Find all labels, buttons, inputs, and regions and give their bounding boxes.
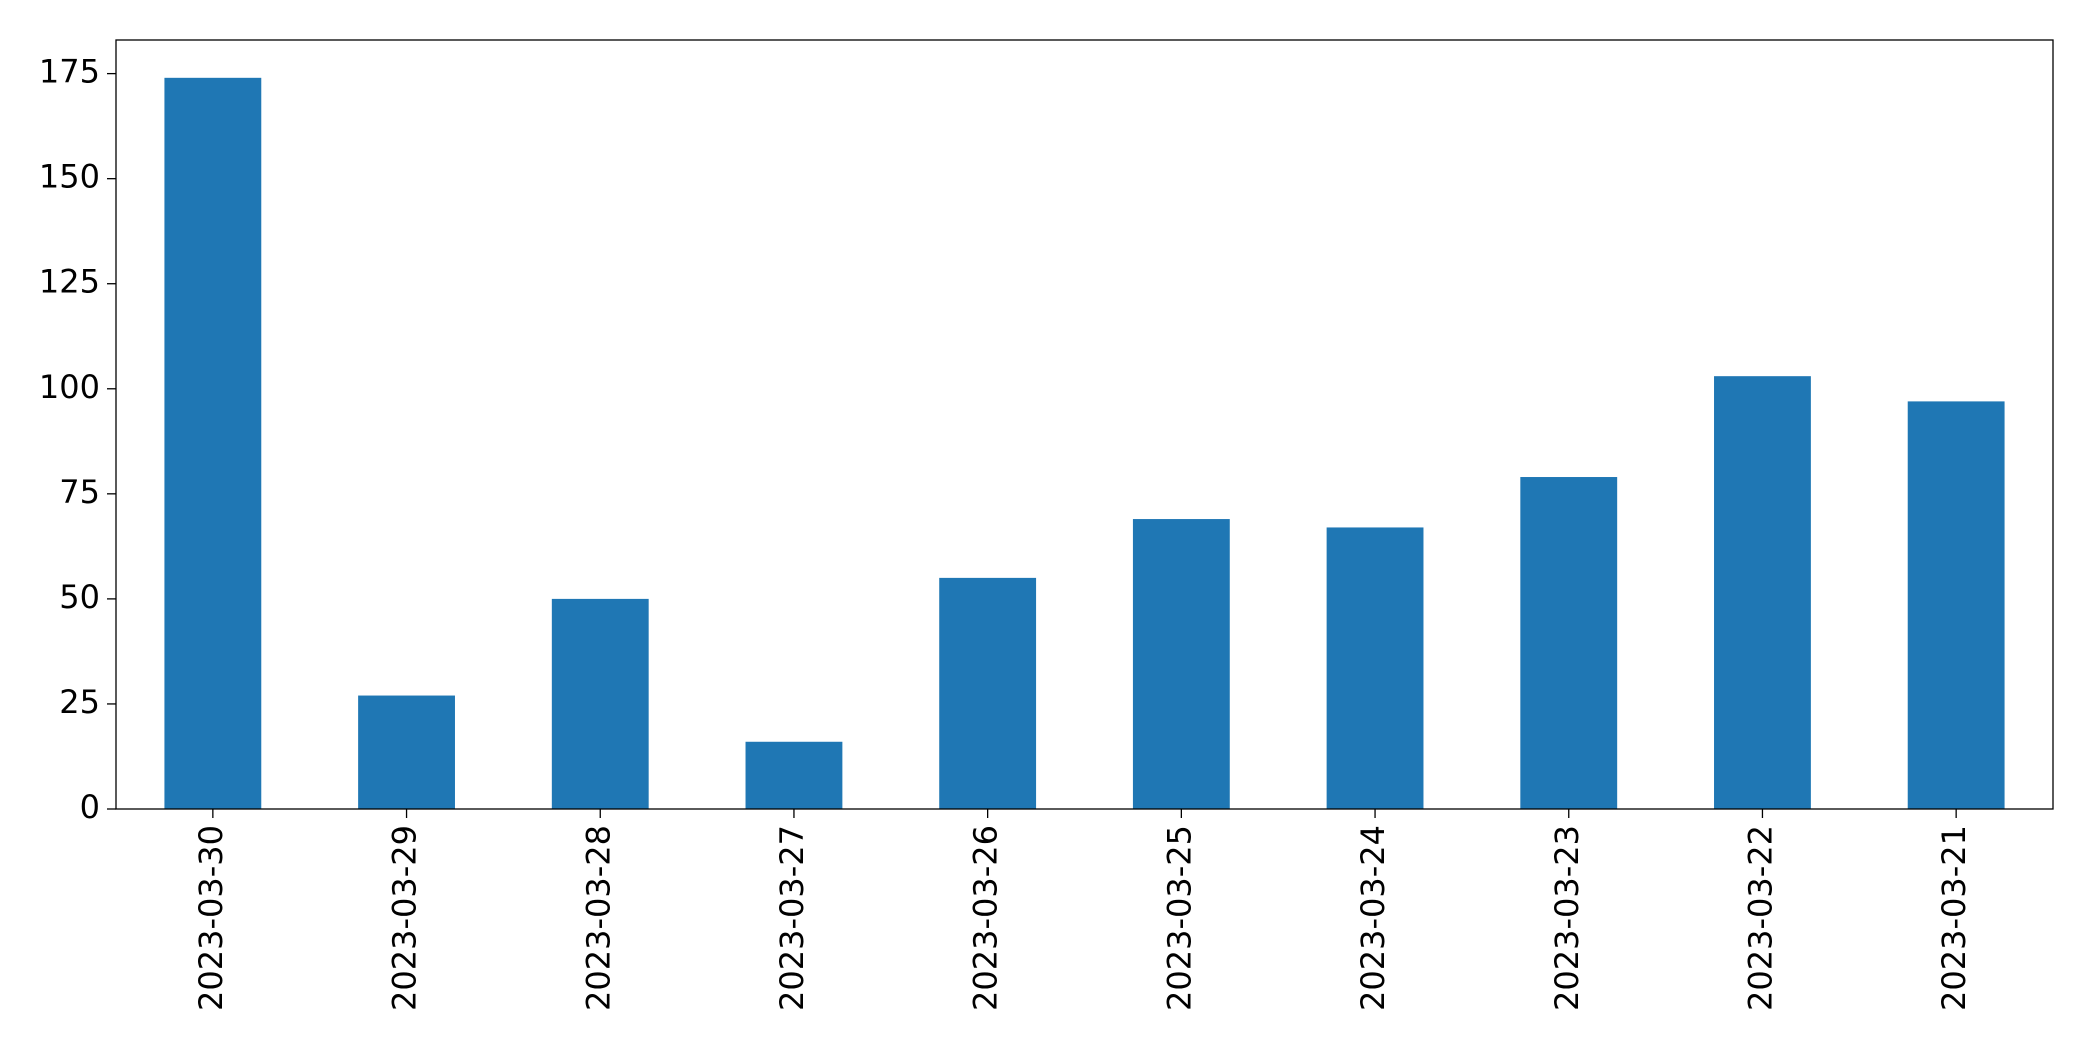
x-tick-label: 2023-03-25: [1160, 825, 1198, 1011]
bar: [745, 741, 843, 809]
bar: [164, 77, 262, 809]
y-tick-label: 50: [59, 578, 100, 616]
plot-frame: [115, 39, 2054, 810]
y-tick-label: 175: [39, 53, 100, 91]
bar: [1714, 376, 1811, 809]
x-tick-label: 2023-03-27: [773, 825, 811, 1011]
y-tick-label: 100: [39, 368, 100, 406]
bar: [939, 577, 1037, 809]
y-tick-label: 75: [59, 473, 100, 511]
bar: [358, 695, 455, 809]
x-tick-label: 2023-03-26: [967, 825, 1005, 1011]
x-tick-label: 2023-03-24: [1354, 825, 1392, 1011]
x-tick-label: 2023-03-21: [1935, 825, 1973, 1011]
bar: [551, 598, 649, 809]
bar: [1520, 477, 1618, 809]
x-tick-label: 2023-03-30: [192, 825, 230, 1011]
y-tick-label: 0: [80, 788, 100, 826]
x-tick-label: 2023-03-22: [1741, 825, 1779, 1011]
bar: [1326, 527, 1424, 809]
x-tick-label: 2023-03-28: [579, 825, 617, 1011]
bar: [1132, 519, 1230, 809]
x-tick-label: 2023-03-29: [386, 825, 424, 1011]
y-tick-label: 150: [39, 158, 100, 196]
x-tick-label: 2023-03-23: [1548, 825, 1586, 1011]
y-tick-label: 125: [39, 263, 100, 301]
bar: [1907, 401, 2005, 809]
y-tick-label: 25: [59, 683, 100, 721]
